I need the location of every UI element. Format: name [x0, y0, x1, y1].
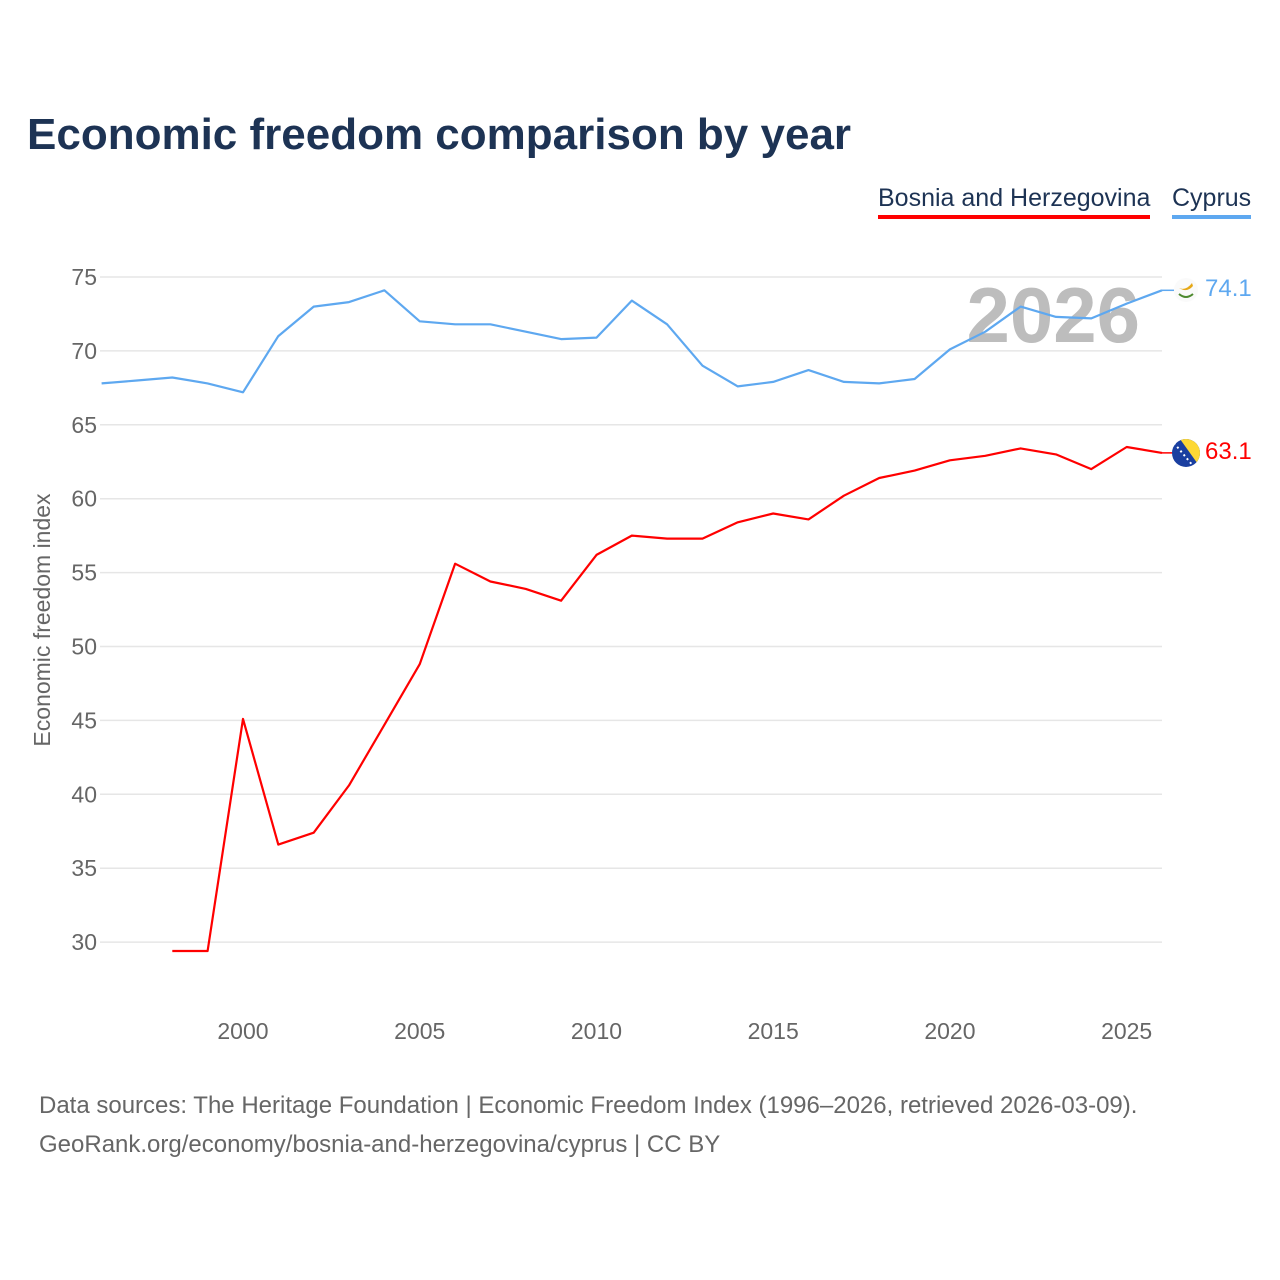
y-tick-label: 55 [71, 560, 97, 586]
footer: Data sources: The Heritage Foundation | … [39, 1086, 1137, 1164]
cyprus-end-label: 74.1 [1205, 275, 1252, 302]
x-tick-label: 2010 [571, 1018, 622, 1044]
y-tick-label: 65 [71, 412, 97, 438]
y-tick-label: 40 [71, 781, 97, 807]
y-tick-label: 60 [71, 486, 97, 512]
x-tick-label: 2025 [1101, 1018, 1152, 1044]
y-tick-label: 50 [71, 634, 97, 660]
y-tick-label: 75 [71, 264, 97, 290]
x-tick-label: 2000 [217, 1018, 268, 1044]
x-tick-label: 2005 [394, 1018, 445, 1044]
bosnia-end-label: 63.1 [1205, 438, 1252, 465]
y-axis-label: Economic freedom index [29, 493, 55, 747]
series-line-cyprus[interactable] [101, 289, 1163, 394]
bosnia-flag-icon [1172, 439, 1200, 467]
x-tick-label: 2020 [924, 1018, 975, 1044]
source-link[interactable]: GeoRank.org/economy/bosnia-and-herzegovi… [39, 1131, 721, 1158]
y-tick-label: 70 [71, 338, 97, 364]
cyprus-flag-icon [1174, 278, 1198, 302]
series-line-bosnia-and-herzegovina[interactable] [172, 445, 1163, 953]
y-tick-label: 45 [71, 707, 97, 733]
y-tick-label: 30 [71, 929, 97, 955]
y-tick-label: 35 [71, 855, 97, 881]
legend-item-bosnia[interactable]: Bosnia and Herzegovina [878, 184, 1151, 219]
legend-item-cyprus[interactable]: Cyprus [1172, 184, 1252, 219]
chart-title: Economic freedom comparison by year [27, 110, 852, 159]
x-tick-label: 2015 [748, 1018, 799, 1044]
source-text: Data sources: The Heritage Foundation | … [39, 1092, 1138, 1119]
